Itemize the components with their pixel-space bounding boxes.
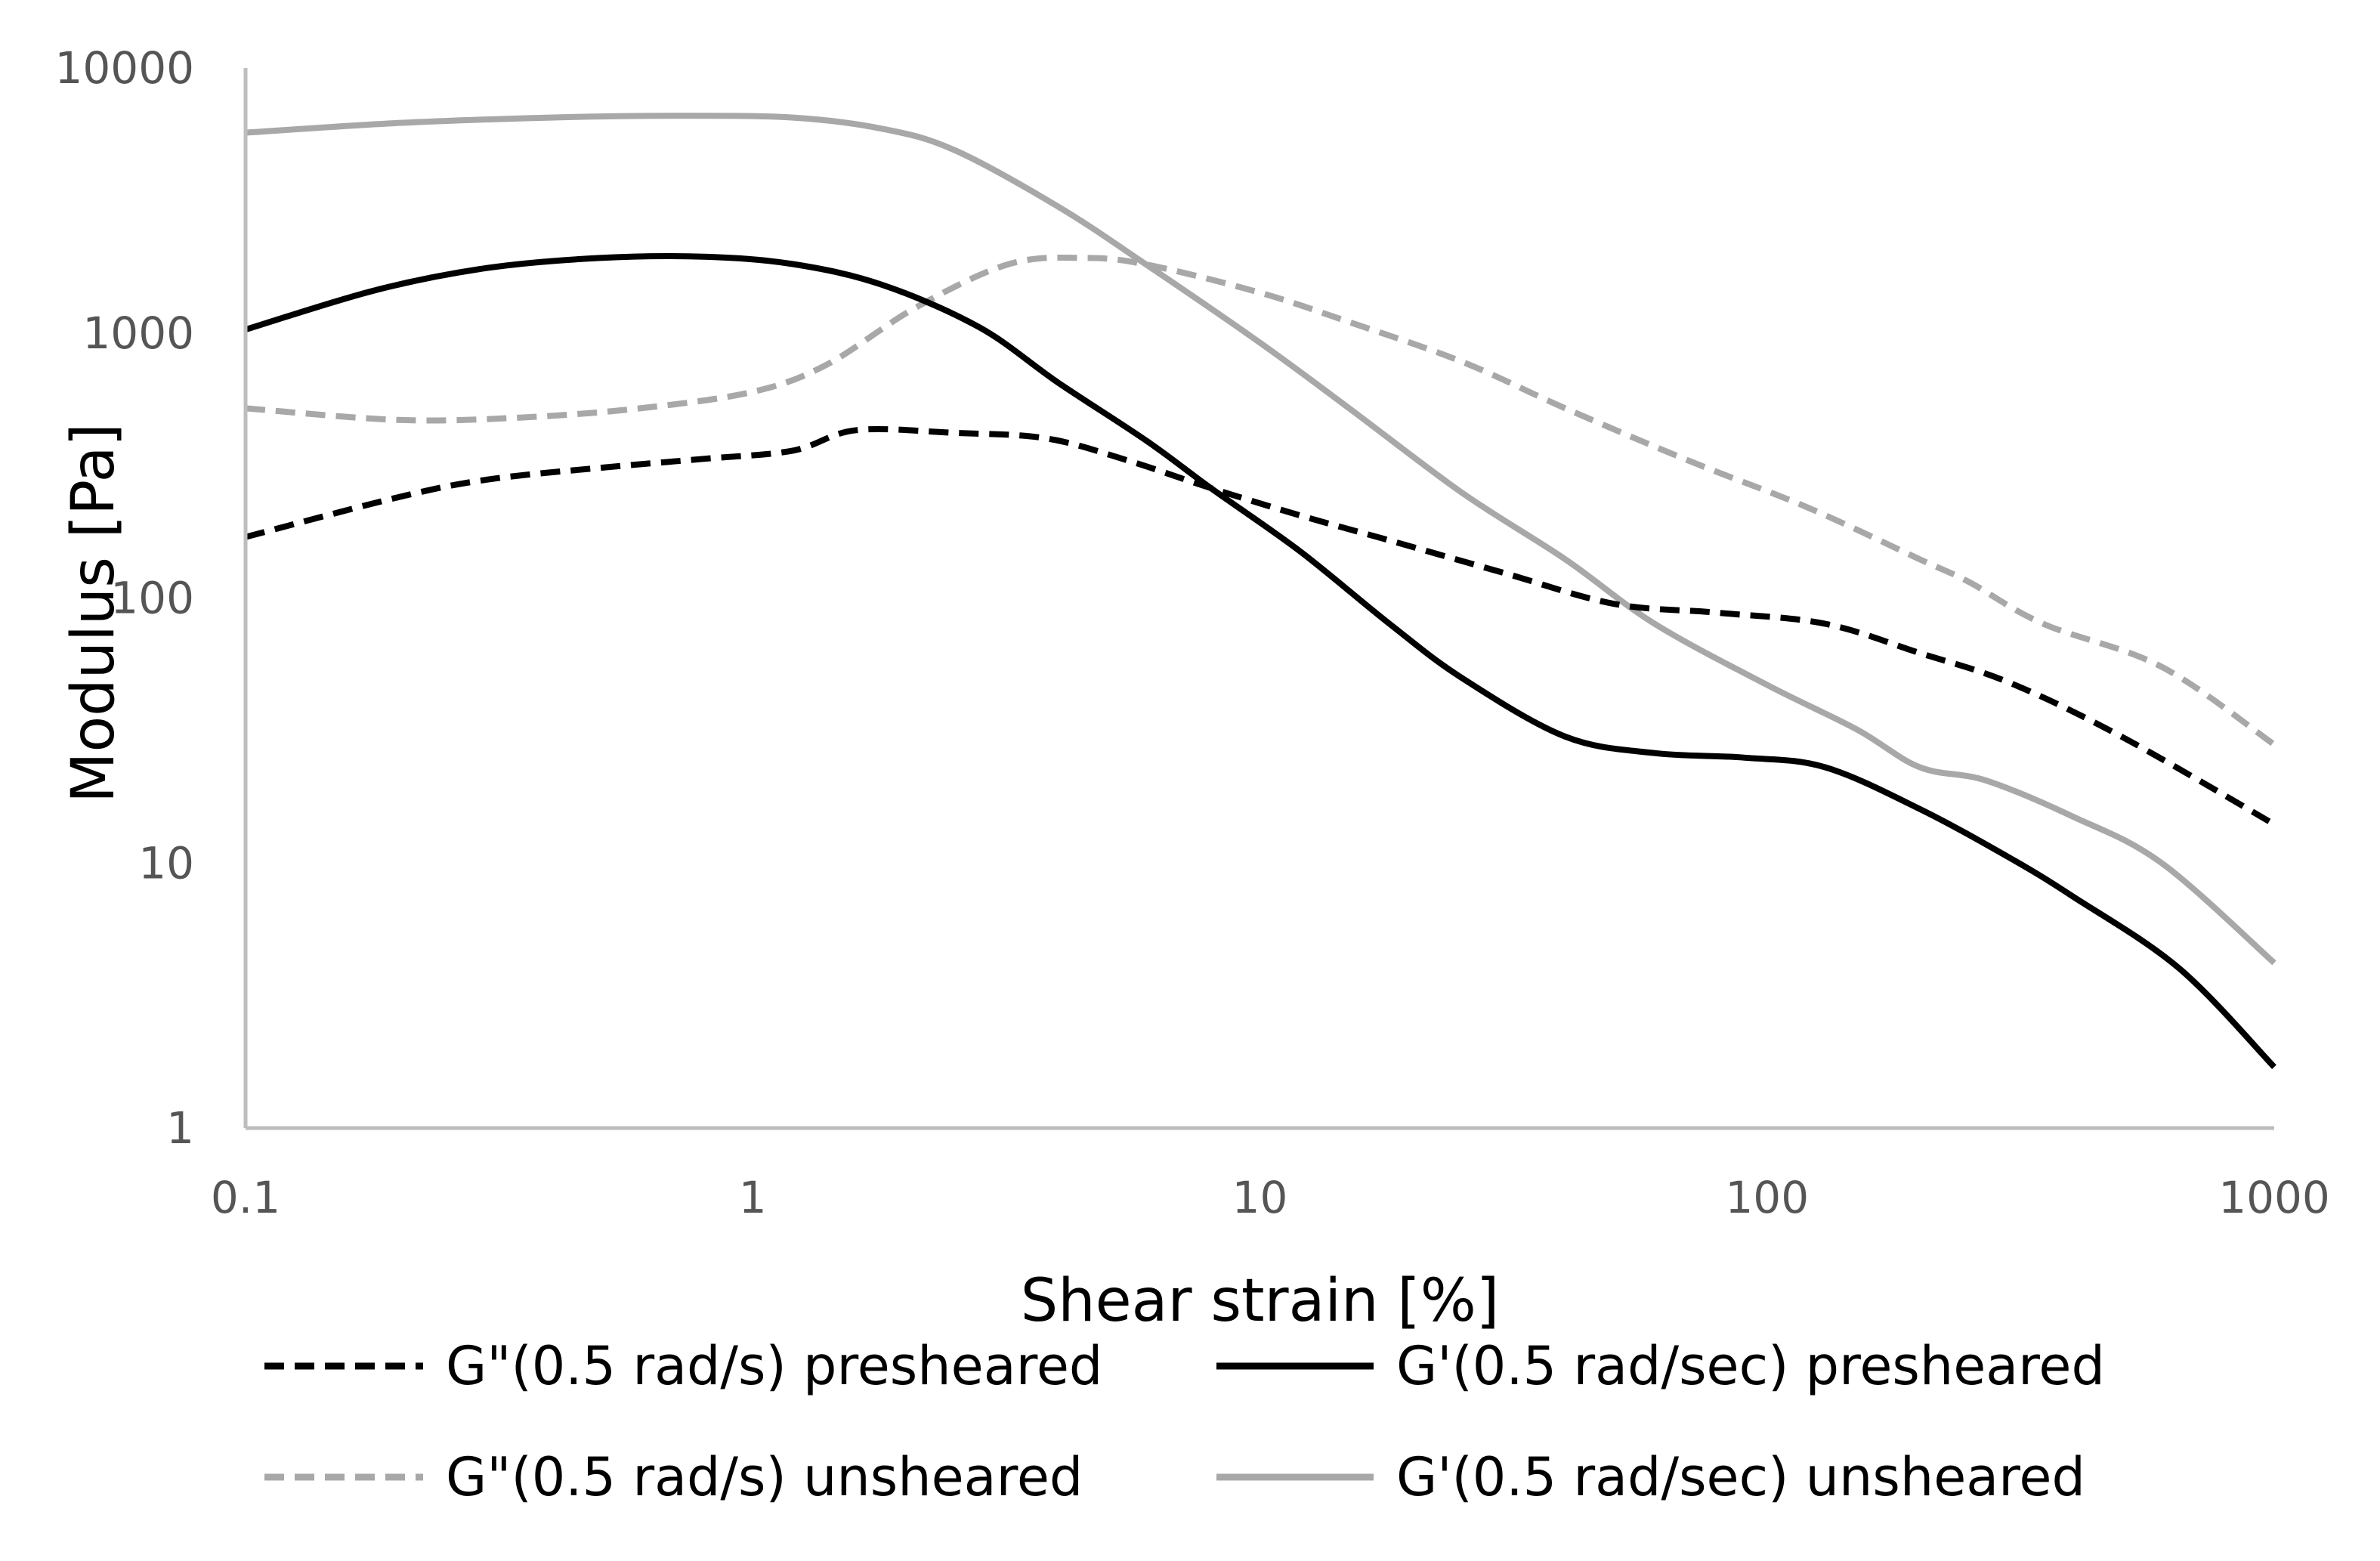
y-tick-label: 10000 [54, 42, 194, 94]
legend-label-3: G'(0.5 rad/sec) unsheared [1396, 1446, 2085, 1508]
x-tick-label: 0.1 [211, 1172, 280, 1223]
legend-label-1: G'(0.5 rad/sec) presheared [1396, 1335, 2105, 1397]
series-line-0 [244, 425, 2276, 827]
legend-label-0: G"(0.5 rad/s) presheared [446, 1335, 1102, 1397]
legend: G"(0.5 rad/s) presheared G'(0.5 rad/sec) … [264, 1335, 2105, 1508]
legend-label-2: G"(0.5 rad/s) unsheared [446, 1446, 1083, 1508]
x-tick-label: 1000 [2218, 1172, 2330, 1223]
x-tick-label: 10 [1232, 1172, 1288, 1223]
series-line-1 [244, 253, 2276, 1069]
y-axis-title: Modulus [Pa] [60, 423, 128, 803]
plot-lines [244, 113, 2276, 1069]
x-tick-label: 100 [1725, 1172, 1809, 1223]
y-tick-label: 100 [110, 573, 194, 624]
y-tick-label: 1 [166, 1102, 194, 1154]
y-tick-label: 10 [138, 837, 194, 889]
x-tick-labels: 0.1 1 10 100 1000 [211, 1172, 2330, 1223]
series-line-2 [245, 254, 2276, 747]
y-tick-label: 1000 [82, 308, 194, 359]
y-tick-labels: 1 10 100 1000 10000 [54, 42, 194, 1154]
x-axis-title: Shear strain [%] [1021, 1267, 1500, 1335]
series-line-3 [245, 113, 2276, 966]
x-tick-label: 1 [739, 1172, 767, 1223]
